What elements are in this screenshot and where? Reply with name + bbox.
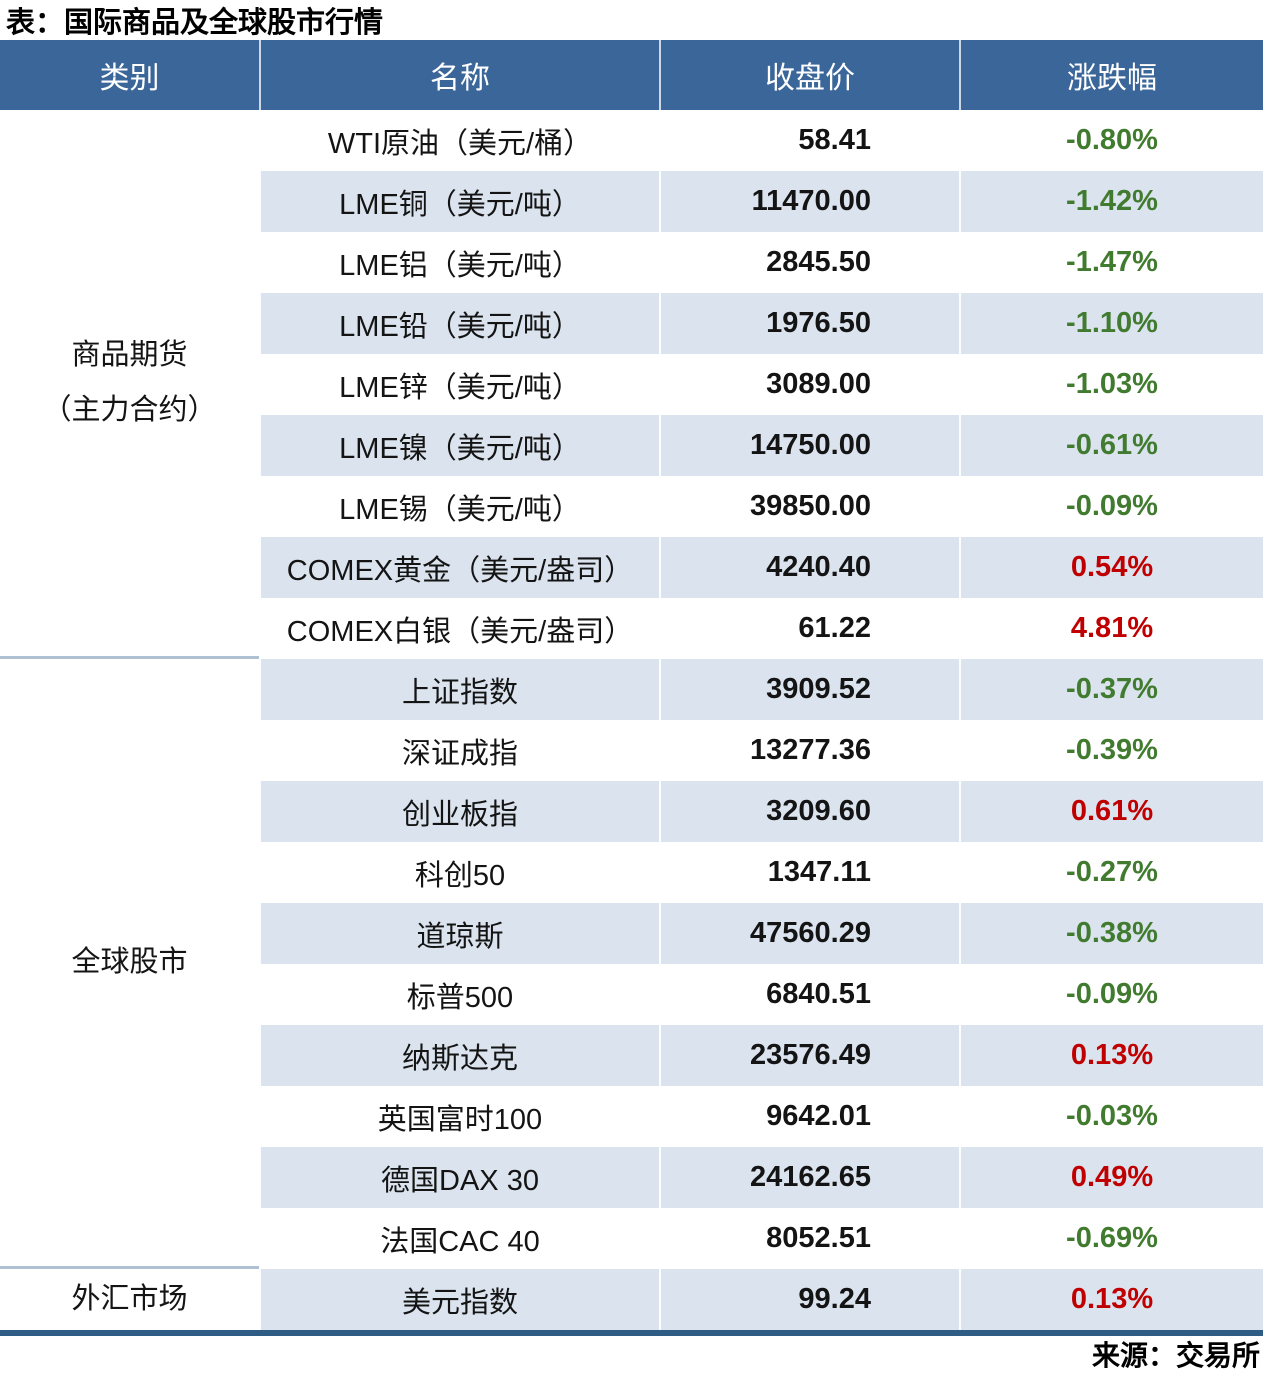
table-row: COMEX白银（美元/盎司） 61.22 4.81% [259, 598, 1263, 659]
table-row: COMEX黄金（美元/盎司） 4240.40 0.54% [259, 537, 1263, 598]
table-row: LME铜（美元/吨） 11470.00 -1.42% [259, 171, 1263, 232]
row-change-cell: 0.13% [959, 1269, 1263, 1330]
row-change-cell: 0.49% [959, 1147, 1263, 1208]
table-row: 法国CAC 40 8052.51 -0.69% [259, 1208, 1263, 1269]
row-change-cell: 0.54% [959, 537, 1263, 598]
source-caption: 来源：交易所 [1091, 1340, 1260, 1371]
row-close-cell: 24162.65 [659, 1147, 959, 1208]
table-row: 纳斯达克 23576.49 0.13% [259, 1025, 1263, 1086]
row-name-cell: COMEX白银（美元/盎司） [259, 598, 659, 659]
row-name-cell: LME镍（美元/吨） [259, 415, 659, 476]
table-row: 德国DAX 30 24162.65 0.49% [259, 1147, 1263, 1208]
row-name-cell: 英国富时100 [259, 1086, 659, 1147]
row-close-cell: 58.41 [659, 110, 959, 171]
table-row: 上证指数 3909.52 -0.37% [259, 659, 1263, 720]
row-change-cell: -0.39% [959, 720, 1263, 781]
page-title: 表：国际商品及全球股市行情 [6, 7, 384, 39]
table-row: LME锌（美元/吨） 3089.00 -1.03% [259, 354, 1263, 415]
row-close-cell: 39850.00 [659, 476, 959, 537]
row-close-cell: 1976.50 [659, 293, 959, 354]
table-row: WTI原油（美元/桶） 58.41 -0.80% [259, 110, 1263, 171]
row-change-cell: -0.27% [959, 842, 1263, 903]
table-row: 深证成指 13277.36 -0.39% [259, 720, 1263, 781]
row-change-cell: -0.38% [959, 903, 1263, 964]
row-change-cell: 0.61% [959, 781, 1263, 842]
row-change-cell: -0.80% [959, 110, 1263, 171]
header-cell-change: 涨跌幅 [959, 40, 1263, 110]
row-change-cell: -0.37% [959, 659, 1263, 720]
row-name-cell: 创业板指 [259, 781, 659, 842]
row-change-cell: -1.42% [959, 171, 1263, 232]
row-name-cell: 美元指数 [259, 1269, 659, 1330]
row-name-cell: 标普500 [259, 964, 659, 1025]
row-close-cell: 11470.00 [659, 171, 959, 232]
table-body: 商品期货 （主力合约） 全球股市 外汇市场 WTI原油（美元/桶） 58.41 … [0, 110, 1263, 1330]
row-name-cell: 法国CAC 40 [259, 1208, 659, 1269]
row-change-cell: -0.09% [959, 964, 1263, 1025]
table-row: 英国富时100 9642.01 -0.03% [259, 1086, 1263, 1147]
row-change-cell: -0.61% [959, 415, 1263, 476]
row-change-cell: -0.03% [959, 1086, 1263, 1147]
row-name-cell: 德国DAX 30 [259, 1147, 659, 1208]
table-row: LME镍（美元/吨） 14750.00 -0.61% [259, 415, 1263, 476]
category-cell-fx-market: 外汇市场 [71, 1282, 188, 1315]
row-name-cell: WTI原油（美元/桶） [259, 110, 659, 171]
row-close-cell: 8052.51 [659, 1208, 959, 1269]
row-name-cell: LME锌（美元/吨） [259, 354, 659, 415]
row-change-cell: -1.10% [959, 293, 1263, 354]
table-row: 美元指数 99.24 0.13% [259, 1269, 1263, 1330]
header-cell-name: 名称 [259, 40, 659, 110]
row-name-cell: LME铝（美元/吨） [259, 232, 659, 293]
row-name-cell: COMEX黄金（美元/盎司） [259, 537, 659, 598]
row-close-cell: 14750.00 [659, 415, 959, 476]
row-close-cell: 3909.52 [659, 659, 959, 720]
row-close-cell: 4240.40 [659, 537, 959, 598]
market-data-table: 类别 名称 收盘价 涨跌幅 商品期货 （主力合约） 全球股市 外汇市场 WTI原… [0, 40, 1263, 1336]
header-cell-category: 类别 [99, 62, 160, 95]
table-row: LME铝（美元/吨） 2845.50 -1.47% [259, 232, 1263, 293]
row-close-cell: 61.22 [659, 598, 959, 659]
table-row: 道琼斯 47560.29 -0.38% [259, 903, 1263, 964]
category-cell-global-stocks: 全球股市 [0, 659, 259, 1269]
table-row: 标普500 6840.51 -0.09% [259, 964, 1263, 1025]
data-rows: WTI原油（美元/桶） 58.41 -0.80% LME铜（美元/吨） 1147… [259, 110, 1263, 1330]
row-close-cell: 47560.29 [659, 903, 959, 964]
category-cell-commodity-futures: 商品期货 （主力合约） [0, 110, 259, 659]
table-row: 科创50 1347.11 -0.27% [259, 842, 1263, 903]
row-close-cell: 2845.50 [659, 232, 959, 293]
row-close-cell: 23576.49 [659, 1025, 959, 1086]
row-close-cell: 3209.60 [659, 781, 959, 842]
row-name-cell: 深证成指 [259, 720, 659, 781]
row-name-cell: 道琼斯 [259, 903, 659, 964]
row-close-cell: 1347.11 [659, 842, 959, 903]
header-cell-close: 收盘价 [659, 40, 959, 110]
row-name-cell: LME铅（美元/吨） [259, 293, 659, 354]
row-close-cell: 3089.00 [659, 354, 959, 415]
row-name-cell: LME铜（美元/吨） [259, 171, 659, 232]
row-change-cell: -0.69% [959, 1208, 1263, 1269]
row-close-cell: 9642.01 [659, 1086, 959, 1147]
row-name-cell: 上证指数 [259, 659, 659, 720]
table-header-row: 类别 名称 收盘价 涨跌幅 [0, 40, 1263, 110]
row-change-cell: -1.47% [959, 232, 1263, 293]
table-row: LME锡（美元/吨） 39850.00 -0.09% [259, 476, 1263, 537]
row-change-cell: -1.03% [959, 354, 1263, 415]
row-change-cell: 0.13% [959, 1025, 1263, 1086]
category-column: 商品期货 （主力合约） 全球股市 外汇市场 [0, 110, 259, 1330]
row-name-cell: 纳斯达克 [259, 1025, 659, 1086]
row-name-cell: 科创50 [259, 842, 659, 903]
row-close-cell: 13277.36 [659, 720, 959, 781]
row-change-cell: 4.81% [959, 598, 1263, 659]
row-close-cell: 99.24 [659, 1269, 959, 1330]
row-close-cell: 6840.51 [659, 964, 959, 1025]
table-row: LME铅（美元/吨） 1976.50 -1.10% [259, 293, 1263, 354]
row-name-cell: LME锡（美元/吨） [259, 476, 659, 537]
row-change-cell: -0.09% [959, 476, 1263, 537]
table-row: 创业板指 3209.60 0.61% [259, 781, 1263, 842]
